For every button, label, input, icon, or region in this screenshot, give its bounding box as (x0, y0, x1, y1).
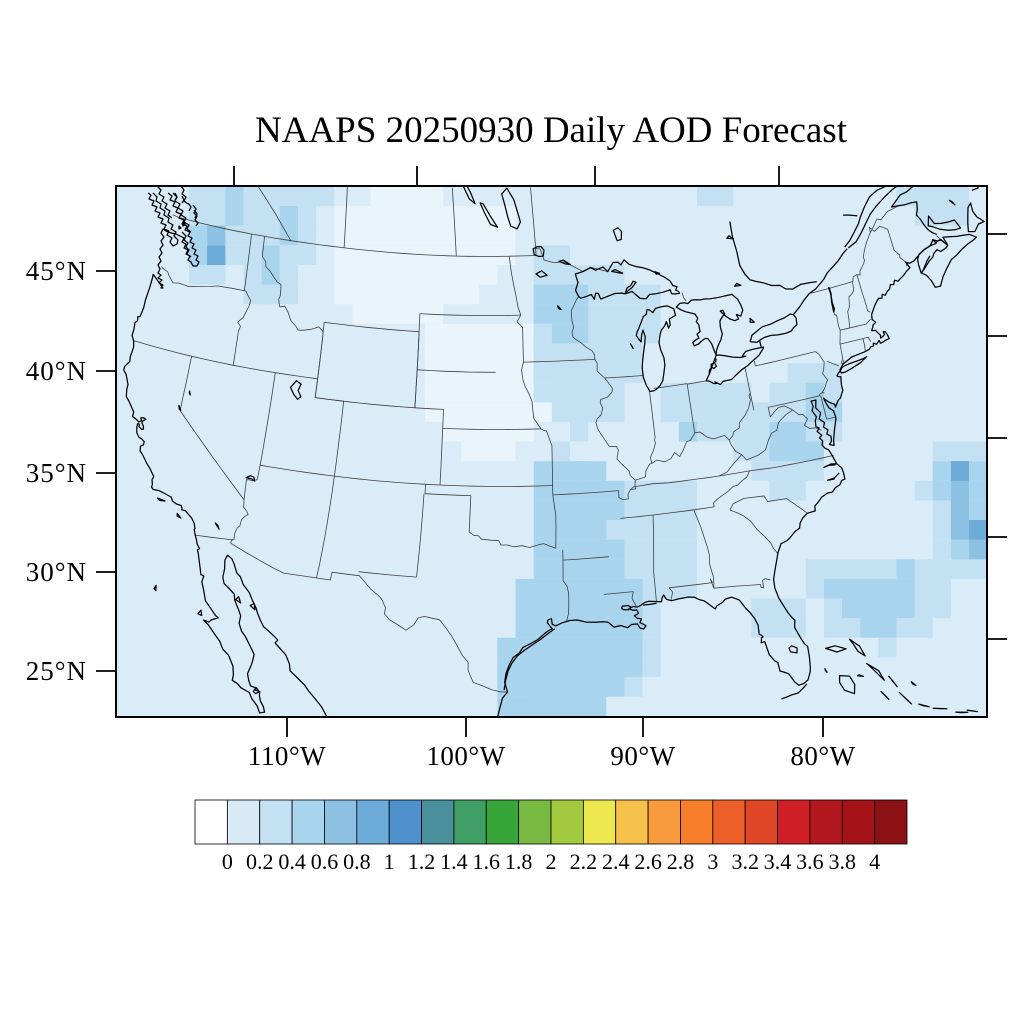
svg-text:1.4: 1.4 (440, 849, 468, 874)
svg-text:3.8: 3.8 (829, 849, 857, 874)
svg-text:45°N: 45°N (26, 256, 87, 286)
svg-text:1.8: 1.8 (505, 849, 533, 874)
svg-text:2.8: 2.8 (667, 849, 695, 874)
svg-text:NAAPS 20250930 Daily AOD Forec: NAAPS 20250930 Daily AOD Forecast (255, 110, 848, 151)
svg-text:2: 2 (546, 849, 557, 874)
svg-text:25°N: 25°N (26, 656, 87, 686)
svg-text:2.6: 2.6 (634, 849, 662, 874)
svg-text:2.4: 2.4 (602, 849, 630, 874)
svg-text:0.2: 0.2 (246, 849, 274, 874)
svg-text:0: 0 (222, 849, 233, 874)
svg-text:2.2: 2.2 (570, 849, 598, 874)
svg-text:3.6: 3.6 (796, 849, 824, 874)
svg-text:1.6: 1.6 (473, 849, 501, 874)
svg-text:100°W: 100°W (426, 741, 505, 771)
svg-text:0.4: 0.4 (278, 849, 306, 874)
svg-text:30°N: 30°N (26, 557, 87, 587)
svg-text:35°N: 35°N (26, 458, 87, 488)
svg-text:40°N: 40°N (26, 356, 87, 386)
svg-text:1.2: 1.2 (408, 849, 436, 874)
svg-text:4: 4 (869, 849, 880, 874)
svg-text:3: 3 (707, 849, 718, 874)
svg-text:3.4: 3.4 (764, 849, 792, 874)
svg-text:1: 1 (384, 849, 395, 874)
svg-text:3.2: 3.2 (731, 849, 759, 874)
svg-text:80°W: 80°W (790, 741, 855, 771)
svg-text:90°W: 90°W (610, 741, 675, 771)
svg-text:0.6: 0.6 (311, 849, 339, 874)
svg-text:110°W: 110°W (248, 741, 326, 771)
svg-text:0.8: 0.8 (343, 849, 371, 874)
